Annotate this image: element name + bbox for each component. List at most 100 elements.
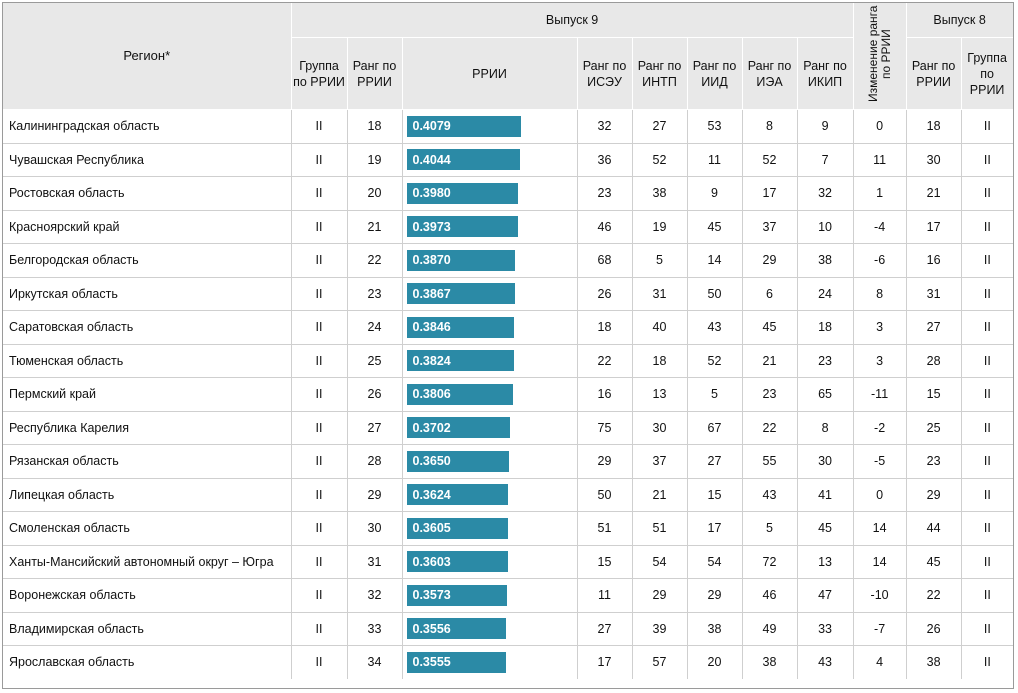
cell-prev-group: II [961,277,1013,311]
cell-group: II [291,344,348,378]
cell-iea: 6 [742,277,798,311]
cell-iea: 23 [742,377,798,412]
rrii-bar: 0.3573 [406,584,507,606]
cell-ikip: 18 [797,310,854,345]
cell-region: Смоленская область [3,511,292,546]
cell-region: Ханты-Мансийский автономный округ – Югра [3,545,292,579]
cell-rank: 21 [347,210,403,244]
cell-iea: 43 [742,478,798,512]
table-row: Иркутская область II 23 0.3867 26 31 50 6 24 8 31 I… [3,277,1013,311]
cell-rank: 31 [347,545,403,579]
cell-iea: 8 [742,109,798,144]
cell-group: II [291,612,348,646]
cell-iid: 9 [687,176,743,211]
cell-ikip: 9 [797,109,854,144]
cell-rrii: 0.3603 [402,545,578,579]
cell-iseu: 36 [577,143,633,177]
cell-rrii: 0.3973 [402,210,578,244]
cell-group: II [291,243,348,278]
cell-rrii: 0.3650 [402,444,578,479]
cell-group: II [291,377,348,412]
cell-ikip: 43 [797,645,854,679]
cell-iea: 52 [742,143,798,177]
cell-ikip: 47 [797,578,854,613]
cell-prev-group: II [961,377,1013,412]
cell-ikip: 45 [797,511,854,546]
cell-ikip: 65 [797,377,854,412]
cell-change: 0 [853,478,907,512]
header-rank-change-label: Изменение ранга по РРИИ [865,5,893,103]
cell-region: Калининградская область [3,109,292,144]
cell-ikip: 8 [797,411,854,445]
cell-prev-rank: 23 [906,444,962,479]
cell-ikip: 38 [797,243,854,278]
cell-intp: 30 [632,411,688,445]
cell-rrii: 0.3702 [402,411,578,445]
cell-rank: 33 [347,612,403,646]
cell-change: -11 [853,377,907,412]
cell-region: Чувашская Республика [3,143,292,177]
cell-iea: 37 [742,210,798,244]
rrii-bar: 0.3806 [406,383,513,405]
cell-change: 0 [853,109,907,144]
cell-change: 14 [853,545,907,579]
cell-prev-rank: 26 [906,612,962,646]
cell-iseu: 17 [577,645,633,679]
table-row: Саратовская область II 24 0.3846 18 40 43 45 18 3… [3,310,1013,345]
header-region: Регион* [3,3,292,110]
rrii-bar: 0.3603 [406,551,508,573]
table-row: Тюменская область II 25 0.3824 22 18 52 21 23 3 28… [3,344,1013,378]
cell-intp: 39 [632,612,688,646]
cell-ikip: 32 [797,176,854,211]
cell-iseu: 22 [577,344,633,378]
cell-rank: 23 [347,277,403,311]
cell-ikip: 13 [797,545,854,579]
cell-iseu: 50 [577,478,633,512]
cell-intp: 18 [632,344,688,378]
cell-prev-rank: 45 [906,545,962,579]
cell-group: II [291,645,348,679]
header-rank-change: Изменение ранга по РРИИ [853,3,907,110]
cell-intp: 19 [632,210,688,244]
cell-intp: 40 [632,310,688,345]
cell-group: II [291,511,348,546]
cell-rrii: 0.3846 [402,310,578,345]
cell-intp: 51 [632,511,688,546]
cell-prev-rank: 18 [906,109,962,144]
header-prev-rank-rrii: Ранг по РРИИ [906,37,962,110]
cell-iseu: 18 [577,310,633,345]
cell-group: II [291,545,348,579]
cell-iid: 43 [687,310,743,345]
cell-change: -2 [853,411,907,445]
cell-rank: 30 [347,511,403,546]
cell-rank: 27 [347,411,403,445]
cell-prev-group: II [961,444,1013,479]
cell-intp: 13 [632,377,688,412]
cell-prev-group: II [961,578,1013,613]
cell-prev-rank: 31 [906,277,962,311]
cell-iid: 38 [687,612,743,646]
cell-iid: 52 [687,344,743,378]
cell-prev-rank: 16 [906,243,962,278]
cell-iea: 55 [742,444,798,479]
cell-change: -6 [853,243,907,278]
cell-intp: 57 [632,645,688,679]
cell-iseu: 75 [577,411,633,445]
cell-ikip: 41 [797,478,854,512]
table-row: Республика Карелия II 27 0.3702 75 30 67 22 8 -2 2… [3,411,1013,445]
rrii-bar: 0.3867 [406,283,515,305]
cell-iea: 5 [742,511,798,546]
rrii-bar: 0.3824 [406,350,514,372]
cell-iea: 46 [742,578,798,613]
cell-prev-group: II [961,411,1013,445]
cell-group: II [291,143,348,177]
cell-change: 3 [853,310,907,345]
cell-intp: 37 [632,444,688,479]
rrii-bar: 0.3650 [406,450,509,472]
cell-iid: 54 [687,545,743,579]
cell-group: II [291,176,348,211]
table-header: Регион* Выпуск 9 Изменение ранга по РРИИ… [3,3,1013,110]
cell-prev-group: II [961,243,1013,278]
cell-iseu: 51 [577,511,633,546]
cell-iid: 45 [687,210,743,244]
